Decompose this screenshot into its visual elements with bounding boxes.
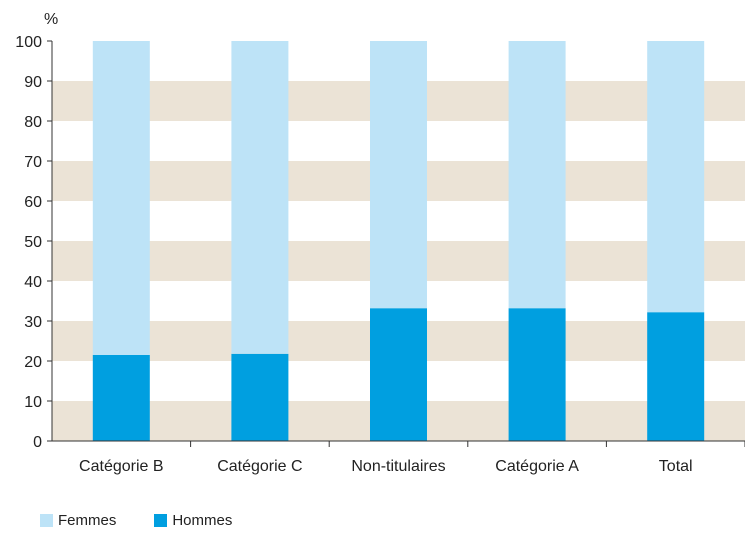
x-tick-label: Catégorie A [495,458,579,475]
y-tick-label: 20 [24,354,42,371]
bar-hommes-2 [231,354,288,441]
bar-femmes-3 [370,41,427,308]
y-tick-label: 70 [24,154,42,171]
y-tick-label: 30 [24,314,42,331]
legend-item-hommes: Hommes [154,512,232,529]
legend-swatch-hommes [154,514,167,527]
y-tick-label: 0 [33,434,42,451]
legend-swatch-femmes [40,514,53,527]
x-ticks: Catégorie B Catégorie C Non-titulaires Caté… [79,441,745,475]
y-tick-label: 60 [24,194,42,211]
y-unit-label: % [44,11,58,28]
bar-femmes-1 [93,41,150,355]
y-tick-label: 10 [24,394,42,411]
x-tick-label: Non-titulaires [351,458,445,475]
y-tick-label: 40 [24,274,42,291]
bar-femmes-4 [509,41,566,308]
bar-hommes-3 [370,308,427,441]
y-tick-label: 90 [24,74,42,91]
bar-femmes-5 [647,41,704,312]
bar-hommes-4 [509,308,566,441]
y-ticks: 0 10 20 30 40 50 60 70 80 90 100 [15,34,52,451]
legend: Femmes Hommes [40,512,270,529]
y-tick-label: 50 [24,234,42,251]
y-tick-label: 100 [15,34,42,51]
legend-label-femmes: Femmes [58,512,116,529]
y-tick-label: 80 [24,114,42,131]
x-tick-label: Total [659,458,693,475]
x-tick-label: Catégorie B [79,458,164,475]
bar-femmes-2 [231,41,288,354]
legend-item-femmes: Femmes [40,512,116,529]
x-tick-label: Catégorie C [217,458,302,475]
legend-label-hommes: Hommes [172,512,232,529]
bar-hommes-1 [93,355,150,441]
bar-hommes-5 [647,312,704,441]
